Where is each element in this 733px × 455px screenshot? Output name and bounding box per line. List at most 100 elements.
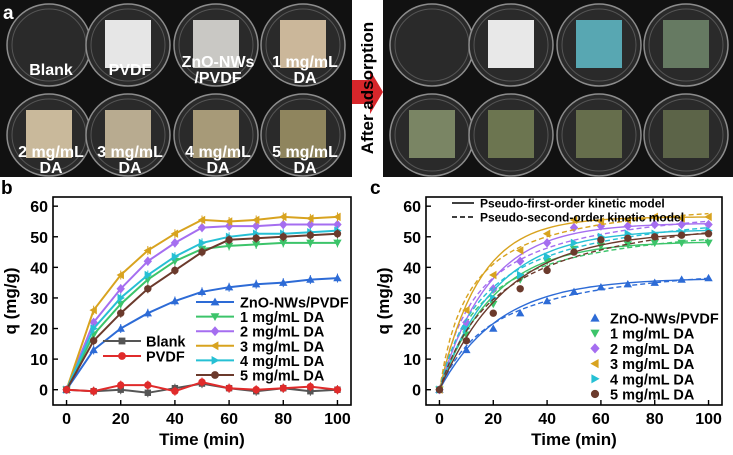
sample-label-line: DA xyxy=(206,160,230,177)
data-point xyxy=(596,283,606,291)
data-point xyxy=(89,387,98,395)
petri-dish-inner-rim xyxy=(178,98,254,172)
sample-label: Blank xyxy=(29,62,73,79)
data-point xyxy=(171,387,179,395)
petri-dish-inner-rim xyxy=(561,8,637,82)
data-point xyxy=(279,233,287,241)
data-point xyxy=(198,378,206,386)
panel-a-letter: a xyxy=(3,3,14,24)
pseudo-second-order-fit xyxy=(438,231,709,390)
data-point xyxy=(89,305,97,315)
data-point xyxy=(333,219,342,230)
data-point xyxy=(170,296,180,305)
sample-label: 1 mg/mL DA xyxy=(272,54,338,87)
panel-b-plot-area: 0 20 40 60 80 100 0 10 20 30 40 50 60 Time (min) q (mg… xyxy=(1,196,352,449)
panel-b-y-tick-label: 30 xyxy=(30,291,48,308)
data-point xyxy=(116,300,125,309)
panel-b-x-tick-label: 40 xyxy=(166,411,184,428)
data-point xyxy=(462,305,470,315)
data-point xyxy=(279,239,288,248)
legend-marker xyxy=(210,326,220,337)
legend-label: 1 mg/mL DA xyxy=(610,327,695,343)
legend-label: ZnO-NWs/PVDF xyxy=(240,296,349,312)
legend-marker xyxy=(211,371,219,379)
panel-c-y-tick-label: 0 xyxy=(412,383,421,400)
legend-marker xyxy=(590,359,599,369)
data-point xyxy=(252,234,260,242)
data-point xyxy=(198,248,206,256)
data-point xyxy=(306,275,315,283)
panel-c-letter: c xyxy=(370,178,381,199)
data-point xyxy=(251,279,261,288)
data-point xyxy=(306,219,315,230)
data-point xyxy=(623,279,633,288)
data-point xyxy=(570,238,579,248)
petri-dish-inner-rim xyxy=(648,98,724,172)
petri-dish-inner-rim xyxy=(473,8,549,82)
data-point xyxy=(198,238,207,248)
membrane-sample xyxy=(280,110,326,158)
legend-label: 3 mg/mL DA xyxy=(240,339,325,355)
sample-label-line: DA xyxy=(293,160,317,177)
after-adsorption-arrow xyxy=(352,70,383,114)
panel-b-chart: b 0 20 40 60 80 100 0 10 20 30 40 50 60 Time (min) q (… xyxy=(1,178,352,449)
data-point xyxy=(144,381,152,389)
data-point xyxy=(516,285,524,293)
panel-c-y-tick-label: 20 xyxy=(403,322,421,339)
data-point xyxy=(596,217,605,226)
data-point xyxy=(307,388,314,395)
data-point xyxy=(251,241,261,249)
data-point xyxy=(542,238,552,248)
pseudo-second-order-fit xyxy=(438,277,709,390)
membrane-sample xyxy=(26,110,72,158)
petri-dish-inner-rim xyxy=(561,98,637,172)
data-point xyxy=(515,246,524,255)
data-point xyxy=(677,214,685,223)
membrane-sample xyxy=(663,20,709,68)
sample-label: 2 mg/mL DA xyxy=(18,144,84,177)
data-point xyxy=(704,230,713,238)
membrane-sample xyxy=(105,20,151,68)
data-point xyxy=(143,309,153,317)
legend-marker xyxy=(590,313,600,322)
panel-c-plot-frame xyxy=(425,196,723,406)
panel-b-y-axis-label: q (mg/g) xyxy=(1,267,20,334)
data-point xyxy=(597,236,605,244)
membrane-sample xyxy=(105,110,151,158)
pseudo-second-order-fit xyxy=(438,226,709,390)
legend-marker xyxy=(210,297,220,306)
data-point xyxy=(89,345,98,354)
legend-marker xyxy=(211,356,220,365)
data-point xyxy=(623,241,633,249)
sample-label-line: /PVDF xyxy=(194,70,241,87)
data-point xyxy=(677,219,686,230)
panel-c-y-tick-label: 10 xyxy=(403,352,421,369)
data-point xyxy=(252,386,260,394)
data-point xyxy=(251,215,260,225)
panel-b-x-tick-label: 100 xyxy=(324,411,351,428)
data-point xyxy=(489,284,498,294)
membrane-sample xyxy=(488,110,534,158)
membrane-sample xyxy=(280,20,326,68)
legend-label-pseudo-first-order: Pseudo-first-order kinetic model xyxy=(480,197,665,211)
legend-label-pseudo-second-order: Pseudo-second-order kinetic model xyxy=(480,211,684,225)
data-point xyxy=(197,222,207,233)
data-point xyxy=(279,212,287,222)
data-point xyxy=(116,284,125,294)
data-point xyxy=(171,266,179,275)
data-point xyxy=(90,324,98,333)
sample-label-line: PVDF xyxy=(109,62,152,79)
pseudo-first-order-fit xyxy=(438,223,709,390)
sample-label-line: 4 mg/mL xyxy=(185,144,251,161)
legend-label: PVDF xyxy=(146,350,185,366)
sample-label: 5 mg/mL DA xyxy=(272,144,338,177)
data-point xyxy=(463,324,471,333)
data-point xyxy=(117,293,125,303)
data-point xyxy=(516,270,525,280)
panel-b-x-tick-label: 80 xyxy=(274,411,292,428)
data-point xyxy=(569,215,578,225)
sample-label-line: DA xyxy=(118,160,142,177)
panel-c-x-tick-label: 80 xyxy=(646,411,664,428)
data-point xyxy=(704,273,713,282)
data-point xyxy=(306,231,315,239)
